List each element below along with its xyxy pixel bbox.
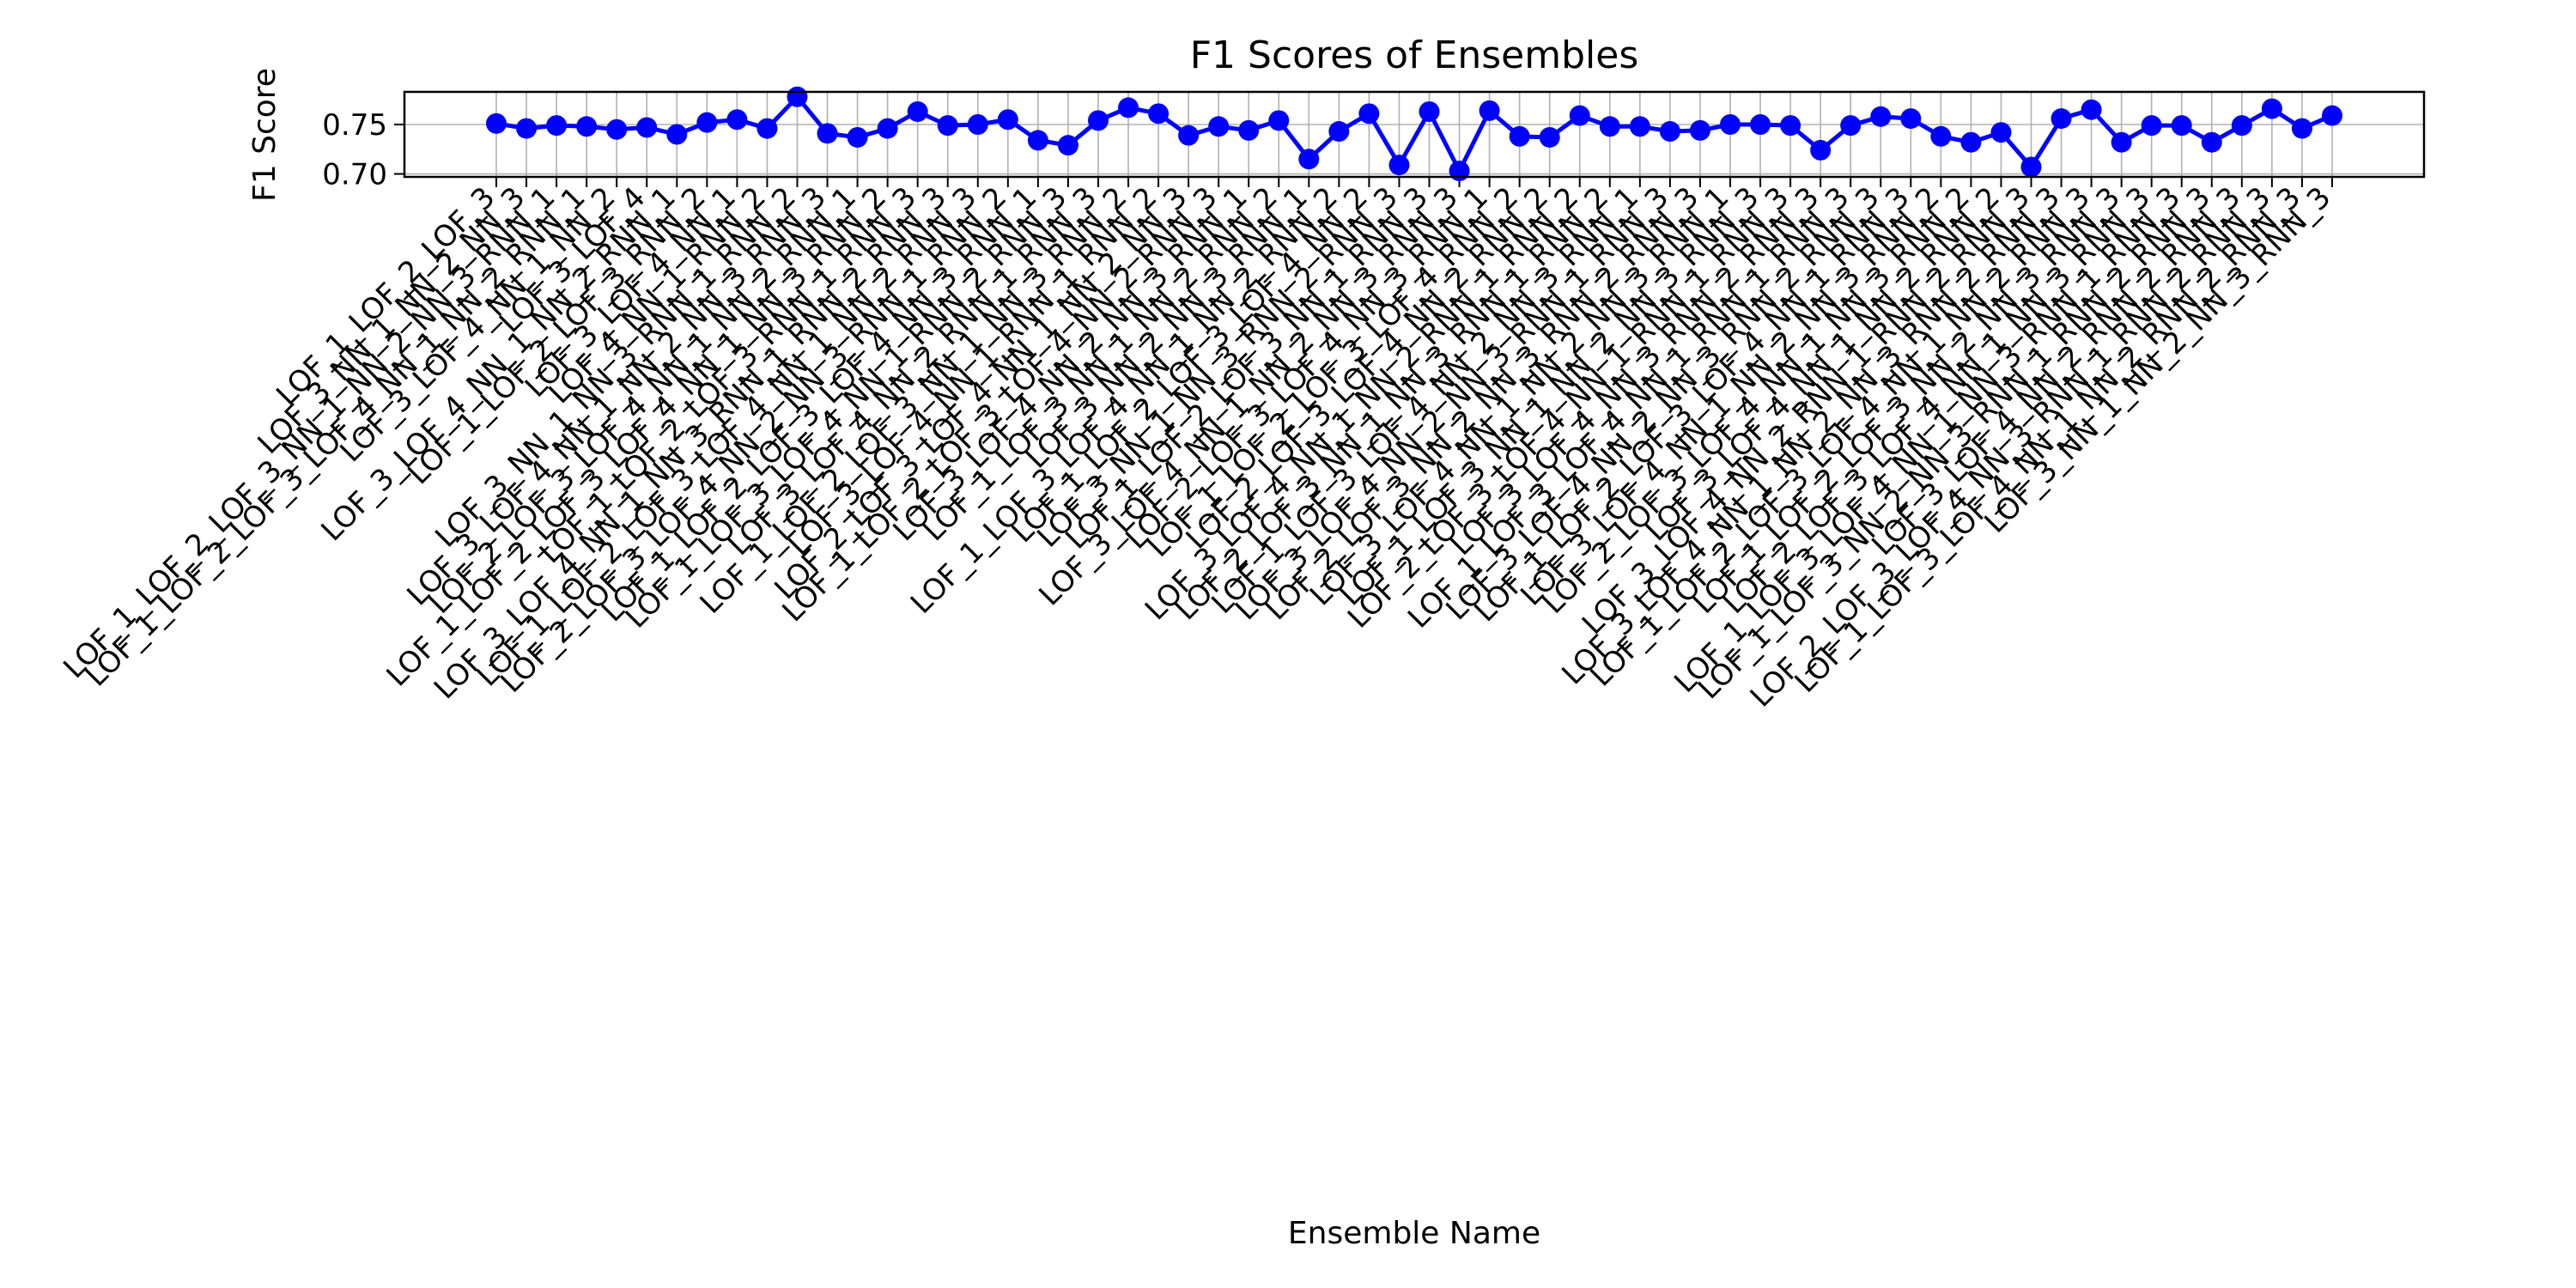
plot-frame (403, 90, 2426, 179)
data-point (1960, 131, 1982, 153)
data-point (1449, 161, 1470, 182)
data-point (1810, 139, 1832, 161)
axis-ticks (394, 123, 2333, 187)
data-point (1388, 155, 1410, 176)
data-point (2261, 98, 2282, 119)
data-point (606, 118, 628, 140)
data-point (1268, 110, 1290, 131)
data-point (2322, 105, 2342, 126)
series-line (486, 86, 2342, 182)
data-point (1870, 106, 1892, 127)
data-point (817, 123, 838, 144)
data-point (937, 115, 958, 137)
x-axis-label: Ensemble Name (1288, 1216, 1540, 1251)
data-point (636, 117, 658, 138)
data-point (2171, 115, 2192, 137)
data-point (2111, 131, 2132, 153)
data-point (847, 126, 868, 148)
data-point (1298, 149, 1320, 170)
data-point (756, 118, 778, 139)
data-point (1720, 113, 1741, 135)
data-point (726, 109, 748, 131)
data-point (2201, 131, 2222, 153)
chart-title: F1 Scores of Ensembles (1190, 33, 1639, 77)
data-point (2020, 156, 2042, 178)
data-point (1057, 135, 1078, 156)
data-point (1148, 103, 1170, 125)
data-point (1358, 103, 1380, 125)
data-point (1479, 100, 1500, 121)
data-point (2081, 99, 2102, 120)
y-tick-labels: 0.70 0.75 (322, 108, 387, 192)
data-point (1419, 101, 1440, 123)
data-point (1238, 119, 1260, 141)
data-point (1930, 125, 1952, 147)
data-point (967, 113, 988, 135)
data-point (1780, 115, 1801, 137)
data-point (1689, 119, 1710, 141)
data-point (2291, 118, 2312, 139)
data-point (907, 101, 928, 123)
data-point (1328, 121, 1350, 143)
y-tick-label: 0.70 (322, 158, 387, 192)
data-point (1840, 115, 1862, 137)
data-point (1659, 121, 1680, 143)
data-point (1990, 122, 2012, 143)
data-point (1087, 110, 1109, 131)
data-point (2141, 115, 2162, 137)
data-point (696, 112, 718, 133)
data-point (1900, 108, 1922, 130)
data-point (666, 124, 688, 145)
data-point (1750, 113, 1771, 135)
data-point (486, 112, 507, 134)
data-point (516, 118, 538, 139)
y-tick-label: 0.75 (322, 108, 387, 143)
data-point (1027, 130, 1048, 151)
data-point (576, 116, 598, 137)
data-point (1208, 116, 1230, 137)
data-point (1539, 126, 1560, 148)
data-point (2050, 108, 2072, 130)
data-point (1629, 116, 1650, 137)
data-point (787, 86, 808, 107)
data-point (1569, 105, 1590, 126)
data-point (2231, 115, 2252, 137)
data-point (1599, 116, 1620, 137)
data-point (1178, 125, 1200, 146)
y-axis-label: F1 Score (247, 68, 283, 202)
data-point (877, 118, 898, 139)
data-point (546, 115, 568, 137)
data-point (1118, 97, 1139, 118)
data-point (997, 109, 1018, 131)
data-point (1509, 125, 1530, 147)
